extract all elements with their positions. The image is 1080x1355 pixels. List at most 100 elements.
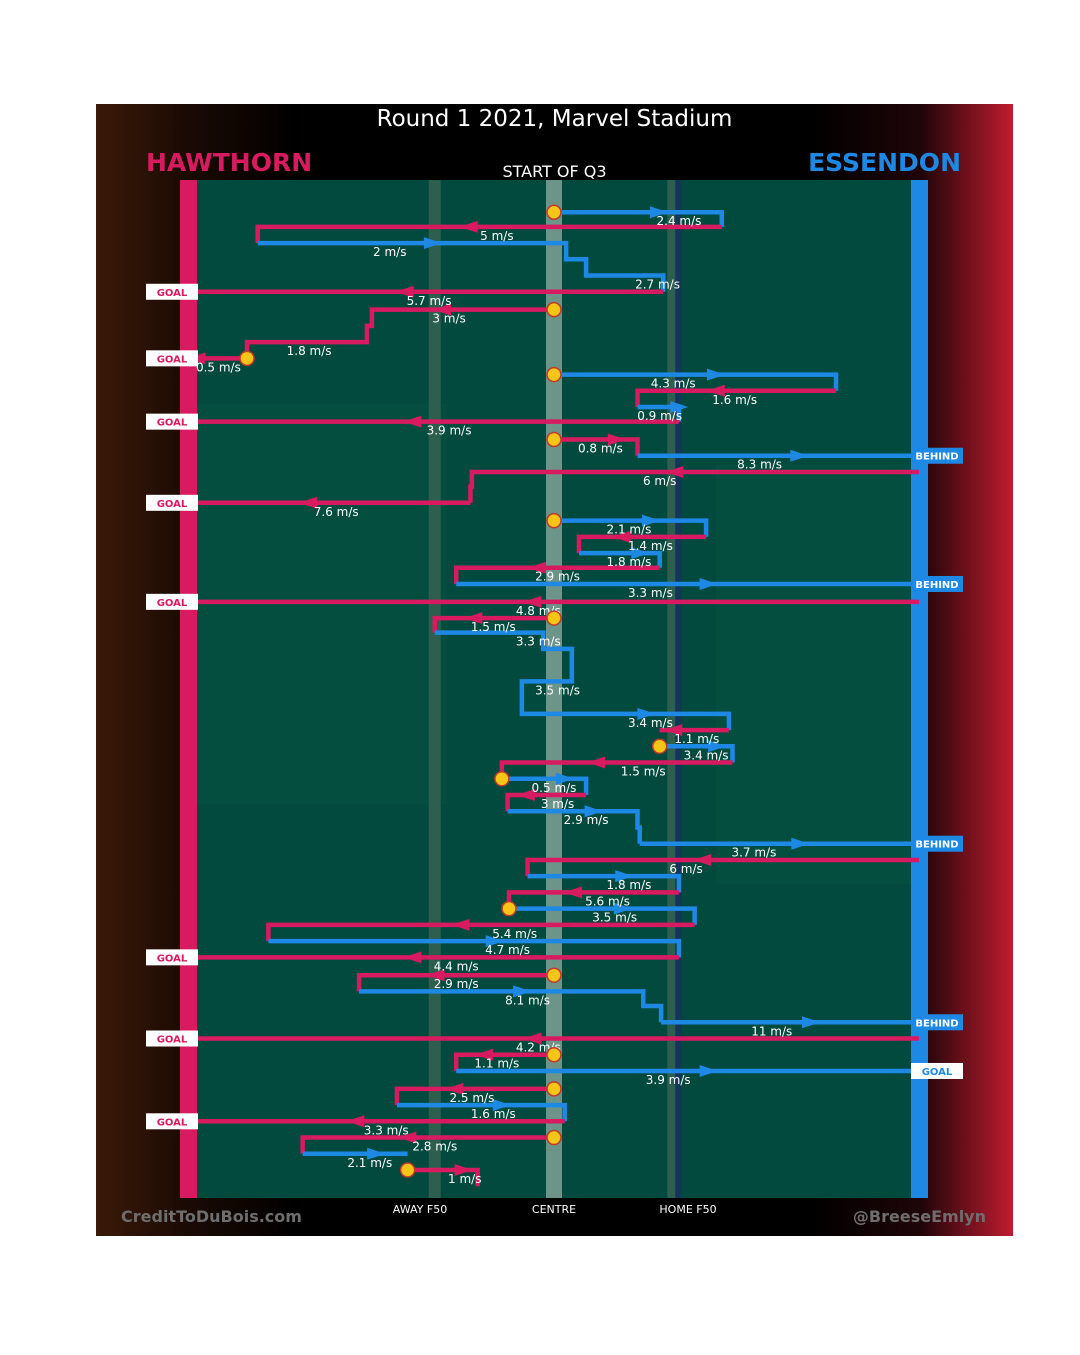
speed-label: 3.3 m/s xyxy=(628,586,673,600)
outcome-box-home xyxy=(146,1113,198,1130)
stoppage-marker xyxy=(239,350,255,367)
chain-arrow xyxy=(615,870,634,883)
stoppage-marker xyxy=(546,431,562,448)
stoppage-marker xyxy=(546,610,562,626)
speed-label: 3.7 m/s xyxy=(731,846,776,860)
outcome-box-home xyxy=(146,593,198,610)
speed-label: 1.8 m/s xyxy=(607,878,652,892)
speed-label: 2.8 m/s xyxy=(412,1140,457,1154)
outcome-label-home: GOAL xyxy=(157,598,188,609)
chain-arrow xyxy=(587,756,606,769)
chain-away-16 xyxy=(578,550,662,568)
stoppage-marker xyxy=(546,512,562,529)
stoppage-marker xyxy=(546,1081,562,1097)
chain-home-46 xyxy=(300,1135,554,1154)
chain-away-44 xyxy=(396,1102,567,1122)
speed-label: 3 m/s xyxy=(541,797,574,811)
chain-home-37 xyxy=(356,972,554,992)
speed-label: 0.8 m/s xyxy=(578,442,623,456)
chain-home-20 xyxy=(432,615,554,633)
outcome-label-away: BEHIND xyxy=(915,452,958,463)
speed-label: 1.1 m/s xyxy=(674,732,719,746)
credit-right: @BreeseEmlyn xyxy=(852,1207,986,1226)
chain-home-27 xyxy=(505,792,587,812)
speed-label: 2.9 m/s xyxy=(564,813,609,827)
speed-label: 5.4 m/s xyxy=(492,927,537,941)
chain-home-17 xyxy=(453,565,660,584)
outcome-box-home xyxy=(146,949,198,966)
chain-arrow xyxy=(584,805,603,818)
chain-arrow xyxy=(451,918,470,931)
outcome-label-away: GOAL xyxy=(922,1067,953,1078)
chain-home-48 xyxy=(407,1167,480,1187)
quarter-label: START OF Q3 xyxy=(502,162,607,181)
chain-arrow xyxy=(403,415,422,428)
poster: 2.4 m/s 5 m/s 2 m/s 2.7 m/s 5.7 m/s 3 m/s 1.8 … xyxy=(96,104,1013,1236)
speed-label: 1.1 m/s xyxy=(474,1057,519,1071)
outcome-box-away xyxy=(911,575,963,592)
chain-home-4 xyxy=(244,307,554,359)
speed-label: 5.6 m/s xyxy=(585,894,630,908)
speed-label: 3.9 m/s xyxy=(646,1073,691,1087)
stoppage-marker xyxy=(501,900,517,917)
chain-arrow xyxy=(475,1048,494,1061)
away-goal-bar xyxy=(911,180,928,1198)
away-f50-stripe xyxy=(428,180,441,1198)
speed-label: 1.8 m/s xyxy=(607,555,652,569)
chain-arrow xyxy=(706,384,725,397)
chain-home-7 xyxy=(635,388,837,408)
chain-arrow xyxy=(699,1064,718,1077)
speed-label: 6 m/s xyxy=(643,474,676,488)
chain-arrow xyxy=(445,1082,464,1095)
chain-arrow xyxy=(607,433,626,446)
outcome-box-home xyxy=(146,413,198,430)
chain-arrow xyxy=(802,1016,821,1029)
chain-arrow xyxy=(556,772,575,785)
speed-label: 2.5 m/s xyxy=(449,1091,494,1105)
outcome-box-home xyxy=(146,494,198,511)
speed-label: 2.9 m/s xyxy=(434,977,479,991)
chain-away-21 xyxy=(434,630,732,731)
chain-arrow xyxy=(492,1099,511,1112)
chain-away-2 xyxy=(257,240,666,292)
chain-arrow xyxy=(649,206,668,219)
outcome-label-away: BEHIND xyxy=(915,1018,958,1029)
outcome-box-home xyxy=(146,350,198,367)
chain-arrow xyxy=(403,951,422,964)
chain-arrow xyxy=(459,220,478,233)
speed-label: 3 m/s xyxy=(432,312,465,326)
chain-arrow xyxy=(485,935,504,948)
outcome-label-home: GOAL xyxy=(157,499,188,510)
chain-away-6 xyxy=(554,372,839,391)
outcome-label-home: GOAL xyxy=(157,354,188,365)
speed-label: 1.5 m/s xyxy=(471,620,516,634)
chain-home-41 xyxy=(453,1052,554,1071)
chain-arrow xyxy=(707,368,726,381)
outcome-label-home: GOAL xyxy=(157,418,188,429)
speed-label: 1.6 m/s xyxy=(712,393,757,407)
home-f50-stripe-edge xyxy=(675,180,682,1198)
chart-title: Round 1 2021, Marvel Stadium xyxy=(376,106,733,132)
speed-label: 2.7 m/s xyxy=(635,278,680,292)
stoppage-marker xyxy=(399,1162,416,1178)
outcome-box-away xyxy=(911,1014,963,1031)
chain-arrow xyxy=(454,1164,473,1176)
chain-home-43 xyxy=(394,1086,554,1106)
credit-left: CreditToDuBois.com xyxy=(121,1207,302,1226)
speed-label: 3.3 m/s xyxy=(516,635,561,649)
chain-arrow xyxy=(426,969,445,982)
speed-label: 2.9 m/s xyxy=(535,570,580,584)
stoppage-marker xyxy=(651,738,668,755)
chain-arrow xyxy=(790,449,809,462)
stoppage-marker xyxy=(546,967,562,983)
outcome-label-away: BEHIND xyxy=(915,840,958,851)
speed-label: 2.1 m/s xyxy=(607,523,652,537)
chain-arrow xyxy=(523,595,542,608)
speed-label: 5.7 m/s xyxy=(407,294,452,308)
chain-arrow xyxy=(523,1032,542,1045)
speed-label: 1.4 m/s xyxy=(628,539,673,553)
speed-label: 6 m/s xyxy=(669,862,702,876)
x-tick-home-f50: HOME F50 xyxy=(659,1203,717,1216)
chain-arrow xyxy=(423,237,442,250)
outcome-label-home: GOAL xyxy=(157,1035,188,1046)
